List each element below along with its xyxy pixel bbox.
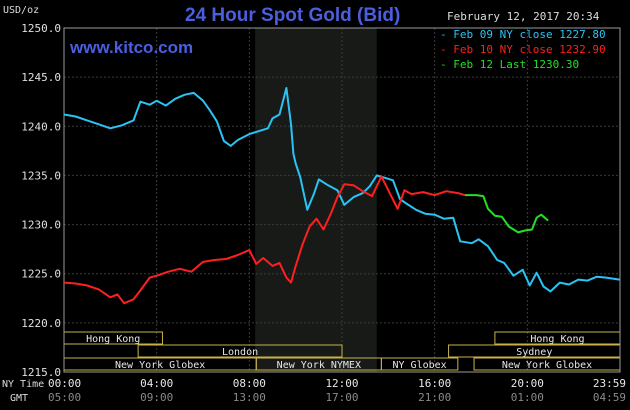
x-tick-label-ny: 23:59 [593, 377, 626, 390]
session-label: New York Globex [502, 360, 592, 371]
legend-entry-feb09: - Feb 09 NY close 1227.80 [440, 28, 606, 41]
session-label: Hong Kong [530, 334, 584, 345]
x-tick-label-ny: 08:00 [233, 377, 266, 390]
session-label: Hong Kong [86, 334, 140, 345]
timestamp: February 12, 2017 20:34 [447, 10, 600, 23]
session-label: New York NYMEX [277, 360, 361, 371]
x-tick-label-gmt: 04:59 [593, 391, 626, 404]
y-tick-label: 1235.0 [21, 169, 61, 182]
chart-title: 24 Hour Spot Gold (Bid) [185, 5, 401, 26]
x-tick-label-gmt: 13:00 [233, 391, 266, 404]
series-line [464, 194, 549, 234]
x-tick-label-gmt: 05:00 [48, 391, 81, 404]
x-tick-label-ny: 04:00 [140, 377, 173, 390]
y-tick-label: 1250.0 [21, 22, 61, 35]
x-tick-label-gmt: 09:00 [140, 391, 173, 404]
series-line [63, 175, 466, 305]
session-label: Sydney [516, 347, 552, 358]
session-label: New York Globex [115, 360, 205, 371]
session-shade [255, 28, 377, 372]
session-label: London [222, 347, 258, 358]
y-tick-label: 1230.0 [21, 219, 61, 232]
session-label: NY Globex [393, 360, 447, 371]
session-bar [380, 357, 459, 371]
x-tick-label-gmt: 01:00 [511, 391, 544, 404]
plot-border [63, 27, 621, 373]
x-tick-label-gmt: 21:00 [418, 391, 451, 404]
x-tick-label-ny: 16:00 [418, 377, 451, 390]
y-tick-label: 1225.0 [21, 268, 61, 281]
legend-entry-feb10: - Feb 10 NY close 1232.90 [440, 43, 606, 56]
legend: - Feb 09 NY close 1227.80 - Feb 10 NY cl… [440, 27, 618, 72]
y-tick-label: 1220.0 [21, 317, 61, 330]
site-url: www.kitco.com [70, 38, 194, 57]
series-line [63, 87, 620, 293]
x-tick-label-gmt: 17:00 [325, 391, 358, 404]
y-tick-label: 1215.0 [21, 366, 61, 379]
y-tick-label: 1245.0 [21, 71, 61, 84]
y-axis-unit: USD/oz [3, 5, 40, 16]
legend-entry-feb12: - Feb 12 Last 1230.30 [440, 58, 580, 71]
x-tick-label-ny: 00:00 [48, 377, 81, 390]
ny-time-label: NY Time [2, 379, 45, 390]
x-tick-label-ny: 12:00 [325, 377, 358, 390]
gmt-label: GMT [10, 393, 29, 404]
y-tick-label: 1240.0 [21, 120, 61, 133]
x-tick-label-ny: 20:00 [511, 377, 544, 390]
session-bar [137, 344, 343, 358]
